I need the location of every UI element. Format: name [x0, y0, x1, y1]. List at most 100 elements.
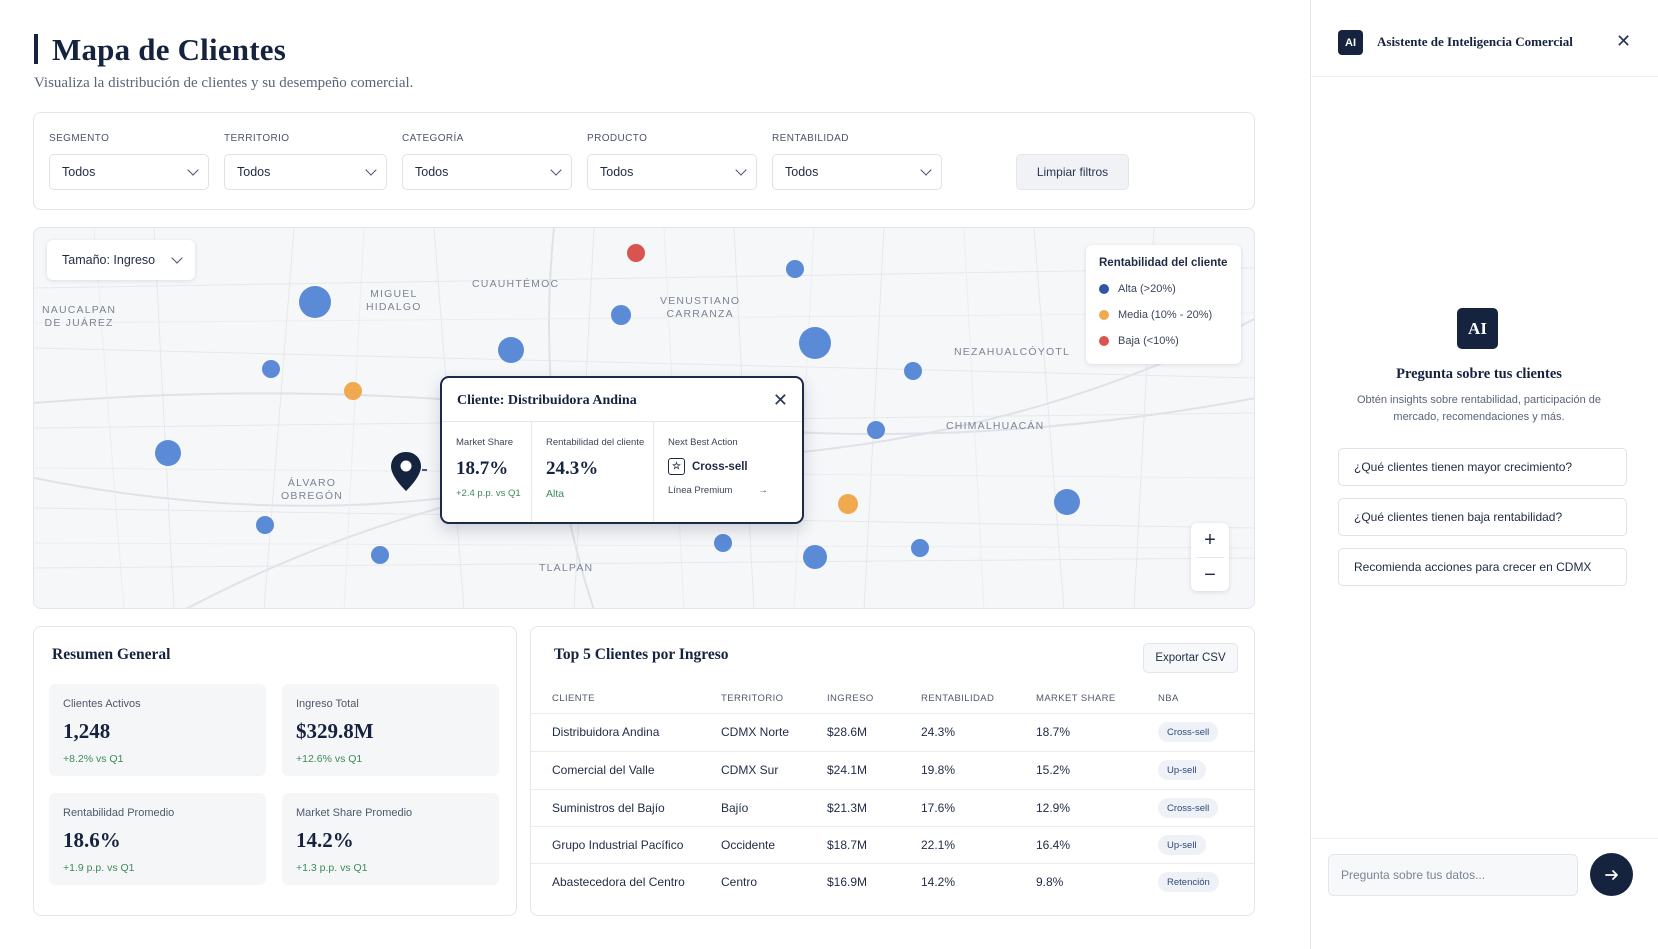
legend-dot — [1099, 336, 1109, 346]
assistant-panel: AI Asistente de Inteligencia Comercial ✕… — [1310, 0, 1658, 949]
metric-label: Market Share — [456, 437, 514, 448]
cell-cliente: Grupo Industrial Pacífico — [552, 838, 684, 852]
table-row[interactable]: Distribuidora Andina CDMX Norte $28.6M 2… — [531, 713, 1254, 750]
client-marker[interactable] — [803, 545, 827, 569]
client-marker[interactable] — [498, 337, 524, 363]
territorio-select[interactable]: Todos — [224, 154, 387, 190]
nba-badge: Cross-sell — [1158, 722, 1219, 742]
area-label-venustiano-carranza: VENUSTIANO CARRANZA — [660, 295, 741, 320]
cell-cliente: Distribuidora Andina — [552, 725, 660, 739]
popup-close-icon[interactable]: ✕ — [772, 390, 788, 410]
kpi-delta: +12.6% vs Q1 — [296, 753, 363, 765]
suggestion-button[interactable]: Recomienda acciones para crecer en CDMX — [1338, 548, 1627, 586]
client-marker[interactable] — [344, 382, 362, 400]
star-icon: ☆ — [668, 458, 685, 475]
top-clients-title: Top 5 Clientes por Ingreso — [554, 646, 729, 663]
nba-detail-link[interactable]: Línea Premium → — [668, 485, 768, 496]
client-marker[interactable] — [627, 244, 645, 262]
client-marker[interactable] — [371, 546, 389, 564]
kpi-value: 1,248 — [63, 719, 111, 743]
area-label-tlalpan: TLALPAN — [539, 562, 594, 574]
column-header-market-share[interactable]: MARKET SHARE — [1036, 693, 1116, 704]
table-row[interactable]: Grupo Industrial Pacífico Occidente $18.… — [531, 826, 1254, 863]
client-marker[interactable] — [904, 362, 922, 380]
cell-ingreso: $16.9M — [827, 875, 868, 889]
legend-dot — [1099, 310, 1109, 320]
zoom-out-button[interactable]: − — [1204, 563, 1216, 586]
client-marker[interactable] — [256, 516, 274, 534]
popup-next-best-action: Next Best Action ☆ Cross-sell Línea Prem… — [653, 421, 803, 522]
page-subtitle: Visualiza la distribución de clientes y … — [34, 75, 414, 91]
client-marker[interactable] — [155, 440, 181, 466]
filter-label: CATEGORÍA — [402, 133, 464, 144]
producto-select[interactable]: Todos — [587, 154, 757, 190]
cell-ingreso: $18.7M — [827, 838, 868, 852]
client-marker[interactable] — [786, 260, 804, 278]
chat-input[interactable] — [1328, 854, 1578, 896]
client-marker[interactable] — [838, 494, 858, 514]
client-marker[interactable] — [1054, 489, 1080, 515]
kpi-market-share-promedio: Market Share Promedio 14.2% +1.3 p.p. vs… — [282, 793, 499, 885]
nba-action[interactable]: ☆ Cross-sell — [668, 458, 789, 475]
clear-filters-button[interactable]: Limpiar filtros — [1016, 154, 1129, 190]
zoom-in-button[interactable]: + — [1204, 528, 1216, 551]
cell-rentabilidad: 19.8% — [921, 763, 956, 777]
legend-dot — [1099, 284, 1109, 294]
cell-market-share: 15.2% — [1036, 763, 1071, 777]
area-label-alvaro-obregon: ÁLVARO OBREGÓN — [281, 477, 344, 502]
chevron-down-icon — [171, 252, 183, 264]
column-header-territorio[interactable]: TERRITORIO — [721, 693, 784, 704]
filter-label: SEGMENTO — [49, 133, 110, 144]
metric-label: Rentabilidad del cliente — [546, 437, 645, 448]
suggestion-button[interactable]: ¿Qué clientes tienen baja rentabilidad? — [1338, 498, 1627, 536]
selected-location-pin-icon[interactable] — [389, 450, 427, 494]
size-select-label: Tamaño: Ingreso — [62, 253, 156, 267]
cell-territorio: CDMX Sur — [721, 763, 779, 777]
client-marker[interactable] — [611, 305, 631, 325]
cell-market-share: 18.7% — [1036, 725, 1071, 739]
area-label-cuauhtemoc: CUAUHTÉMOC — [472, 278, 560, 290]
suggestion-button[interactable]: ¿Qué clientes tienen mayor crecimiento? — [1338, 448, 1627, 486]
client-marker[interactable] — [911, 539, 929, 557]
categoria-select[interactable]: Todos — [402, 154, 572, 190]
send-button[interactable] — [1590, 853, 1633, 896]
client-map[interactable]: NAUCALPAN DE JUÁREZ MIGUEL HIDALGO CUAUHTÉ… — [33, 227, 1255, 609]
segmento-select[interactable]: Todos — [49, 154, 209, 190]
area-label-nezahualcoyotl: NEZAHUALCÓYOTL — [954, 346, 1070, 358]
cell-rentabilidad: 14.2% — [921, 875, 956, 889]
close-icon[interactable]: ✕ — [1616, 31, 1632, 51]
client-marker[interactable] — [299, 286, 331, 318]
kpi-rentabilidad-promedio: Rentabilidad Promedio 18.6% +1.9 p.p. vs… — [49, 793, 266, 885]
legend-title: Rentabilidad del cliente — [1099, 257, 1228, 269]
map-legend: Rentabilidad del cliente Alta (>20%) Med… — [1086, 245, 1241, 364]
table-row[interactable]: Comercial del Valle CDMX Sur $24.1M 19.8… — [531, 751, 1254, 788]
column-header-ingreso[interactable]: INGRESO — [827, 693, 874, 704]
filter-segmento: SEGMENTO Todos — [49, 133, 209, 190]
kpi-delta: +1.9 p.p. vs Q1 — [63, 862, 135, 874]
filter-label: TERRITORIO — [224, 133, 290, 144]
size-by-select[interactable]: Tamaño: Ingreso — [47, 240, 195, 280]
ai-logo-icon: AI — [1338, 30, 1363, 55]
client-marker[interactable] — [799, 327, 831, 359]
ai-logo-large-icon: AI — [1457, 308, 1498, 349]
client-marker[interactable] — [714, 534, 732, 552]
title-accent-bar — [34, 34, 38, 64]
table-row[interactable]: Abastecedora del Centro Centro $16.9M 14… — [531, 863, 1254, 900]
assistant-description: Obtén insights sobre rentabilidad, parti… — [1357, 394, 1601, 423]
cell-rentabilidad: 22.1% — [921, 838, 956, 852]
export-csv-button[interactable]: Exportar CSV — [1143, 643, 1238, 673]
area-label-miguel-hidalgo: MIGUEL HIDALGO — [366, 288, 422, 313]
cell-territorio: CDMX Norte — [721, 725, 790, 739]
rentabilidad-select[interactable]: Todos — [772, 154, 942, 190]
cell-ingreso: $21.3M — [827, 801, 868, 815]
chevron-down-icon — [550, 164, 562, 176]
table-row[interactable]: Suministros del Bajío Bajío $21.3M 17.6%… — [531, 789, 1254, 826]
column-header-rentabilidad[interactable]: RENTABILIDAD — [921, 693, 995, 704]
zoom-controls: + − — [1191, 523, 1229, 591]
kpi-delta: +1.3 p.p. vs Q1 — [296, 862, 368, 874]
popup-title: Cliente: Distribuidora Andina — [457, 393, 637, 408]
client-marker[interactable] — [262, 360, 280, 378]
column-header-cliente[interactable]: CLIENTE — [552, 693, 595, 704]
client-marker[interactable] — [867, 421, 885, 439]
column-header-nba[interactable]: NBA — [1158, 693, 1179, 704]
